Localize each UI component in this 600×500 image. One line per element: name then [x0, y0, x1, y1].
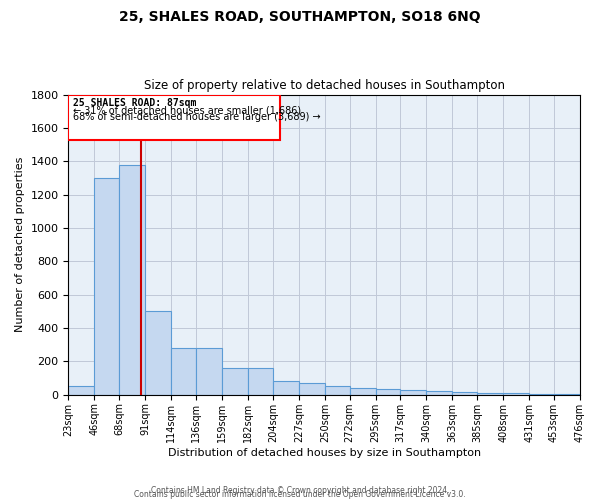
- Text: 25, SHALES ROAD, SOUTHAMPTON, SO18 6NQ: 25, SHALES ROAD, SOUTHAMPTON, SO18 6NQ: [119, 10, 481, 24]
- Bar: [299, 383, 325, 395]
- Bar: [145, 312, 171, 395]
- Bar: [171, 348, 196, 395]
- Bar: [196, 348, 222, 395]
- Bar: [529, 394, 554, 395]
- Text: ← 31% of detached houses are smaller (1,686): ← 31% of detached houses are smaller (1,…: [73, 106, 301, 116]
- Bar: [273, 382, 299, 395]
- Bar: [503, 394, 529, 395]
- Text: Contains HM Land Registry data © Crown copyright and database right 2024.: Contains HM Land Registry data © Crown c…: [151, 486, 449, 495]
- Text: 68% of semi-detached houses are larger (3,689) →: 68% of semi-detached houses are larger (…: [73, 112, 320, 122]
- Bar: [119, 164, 145, 395]
- Bar: [477, 393, 503, 395]
- Bar: [68, 94, 280, 140]
- Bar: [94, 178, 119, 395]
- Bar: [350, 388, 376, 395]
- Bar: [376, 389, 400, 395]
- Bar: [427, 392, 452, 395]
- Bar: [222, 368, 248, 395]
- Bar: [554, 394, 580, 395]
- X-axis label: Distribution of detached houses by size in Southampton: Distribution of detached houses by size …: [167, 448, 481, 458]
- Bar: [400, 390, 427, 395]
- Bar: [325, 386, 350, 395]
- Text: 25 SHALES ROAD: 87sqm: 25 SHALES ROAD: 87sqm: [73, 98, 196, 108]
- Text: Contains public sector information licensed under the Open Government Licence v3: Contains public sector information licen…: [134, 490, 466, 499]
- Bar: [68, 386, 94, 395]
- Title: Size of property relative to detached houses in Southampton: Size of property relative to detached ho…: [144, 79, 505, 92]
- Bar: [248, 368, 273, 395]
- Bar: [452, 392, 477, 395]
- Y-axis label: Number of detached properties: Number of detached properties: [15, 157, 25, 332]
